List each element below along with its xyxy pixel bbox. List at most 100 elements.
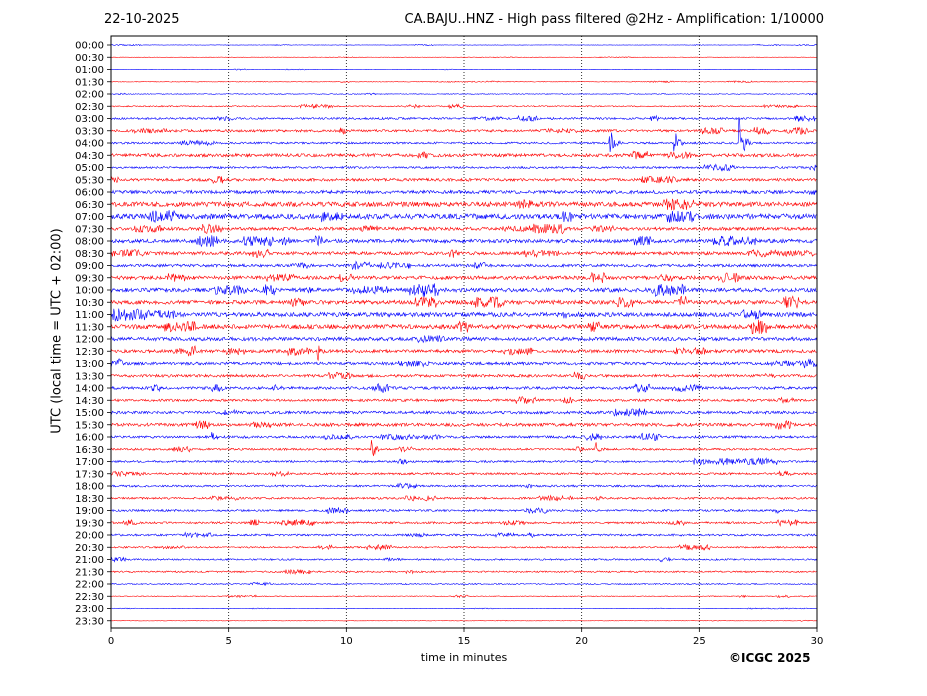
row-label-0330: 03:30: [75, 126, 104, 137]
row-label-2300: 23:00: [75, 604, 104, 615]
row-label-1330: 13:30: [75, 371, 104, 382]
trace-row-0630: [110, 198, 817, 211]
trace-row-0700: [110, 210, 817, 223]
row-label-0830: 08:30: [75, 249, 104, 260]
row-label-1630: 16:30: [75, 445, 104, 456]
x-tick-label-25: 25: [693, 636, 706, 647]
row-label-1830: 18:30: [75, 494, 104, 505]
row-label-0100: 01:00: [75, 65, 104, 76]
trace-row-0100: [110, 68, 817, 71]
trace-row-0230: [110, 103, 817, 110]
y-axis-label: UTC (local time = UTC + 02:00): [49, 228, 65, 434]
trace-row-1430: [110, 396, 817, 404]
x-tick-label-10: 10: [340, 636, 353, 647]
row-label-2100: 21:00: [75, 555, 104, 566]
row-label-2330: 23:30: [75, 616, 104, 627]
row-label-1800: 18:00: [75, 482, 104, 493]
x-tick-label-15: 15: [458, 636, 471, 647]
x-tick-label-30: 30: [811, 636, 824, 647]
trace-row-2330: [110, 619, 817, 622]
x-axis-ticks: 0 5 10 15 20 25 30: [108, 628, 824, 647]
row-label-1600: 16:00: [75, 433, 104, 444]
row-label-0630: 06:30: [75, 200, 104, 211]
trace-row-0500: [110, 163, 817, 172]
row-label-2200: 22:00: [75, 580, 104, 591]
x-tick-label-20: 20: [575, 636, 588, 647]
trace-row-0830: [110, 248, 817, 259]
row-label-0600: 06:00: [75, 188, 104, 199]
x-tick-label-5: 5: [225, 636, 231, 647]
row-label-1200: 12:00: [75, 335, 104, 346]
trace-row-0130: [110, 80, 817, 84]
trace-row-0330: [110, 126, 817, 135]
row-label-2030: 20:30: [75, 543, 104, 554]
row-label-2000: 20:00: [75, 531, 104, 542]
trace-row-1400: [110, 383, 817, 394]
row-label-1930: 19:30: [75, 518, 104, 529]
trace-row-2030: [110, 543, 817, 551]
copyright-text: ©ICGC 2025: [729, 651, 811, 665]
trace-row-1630: [110, 440, 817, 457]
trace-row-1200: [110, 334, 817, 344]
trace-row-0000: [110, 43, 817, 47]
x-tick-label-0: 0: [108, 636, 114, 647]
trace-row-0600: [110, 189, 817, 196]
row-label-1400: 14:00: [75, 384, 104, 395]
trace-row-0730: [110, 223, 817, 235]
trace-rows: [110, 43, 817, 622]
trace-row-0530: [110, 175, 817, 185]
trace-row-0400: [110, 117, 817, 153]
plot-frame: [110, 35, 818, 629]
row-label-1500: 15:00: [75, 408, 104, 419]
trace-row-1030: [110, 295, 817, 309]
row-label-0200: 02:00: [75, 90, 104, 101]
vertical-gridlines: [228, 36, 700, 628]
trace-row-2100: [110, 556, 817, 563]
x-axis-label: time in minutes: [420, 651, 508, 664]
row-label-0400: 04:00: [75, 139, 104, 150]
trace-row-1100: [110, 308, 817, 322]
row-label-0500: 05:00: [75, 163, 104, 174]
trace-row-1700: [110, 457, 817, 466]
row-label-1430: 14:30: [75, 396, 104, 407]
trace-row-2300: [110, 607, 817, 610]
trace-row-0800: [110, 235, 817, 248]
trace-row-2130: [110, 568, 817, 576]
row-label-0800: 08:00: [75, 237, 104, 248]
row-label-0530: 05:30: [75, 175, 104, 186]
trace-row-2230: [110, 594, 817, 599]
trace-row-1230: [110, 345, 817, 361]
trace-row-0030: [110, 56, 817, 59]
trace-row-1300: [110, 358, 817, 369]
trace-row-2000: [110, 531, 817, 539]
row-label-1530: 15:30: [75, 420, 104, 431]
trace-row-0300: [110, 114, 817, 123]
row-label-1100: 11:00: [75, 310, 104, 321]
trace-row-1730: [110, 470, 817, 478]
row-label-1900: 19:00: [75, 506, 104, 517]
row-label-1130: 11:30: [75, 322, 104, 333]
row-label-0730: 07:30: [75, 224, 104, 235]
row-label-0700: 07:00: [75, 212, 104, 223]
row-label-1700: 17:00: [75, 457, 104, 468]
trace-row-0930: [110, 271, 817, 283]
row-label-0030: 00:30: [75, 53, 104, 64]
row-label-0430: 04:30: [75, 151, 104, 162]
row-label-0230: 02:30: [75, 102, 104, 113]
row-label-0930: 09:30: [75, 273, 104, 284]
row-label-2130: 21:30: [75, 567, 104, 578]
trace-row-1930: [110, 518, 817, 527]
row-label-1300: 13:00: [75, 359, 104, 370]
row-label-1230: 12:30: [75, 347, 104, 358]
trace-row-0900: [110, 260, 817, 271]
trace-row-1600: [110, 431, 817, 441]
row-label-0900: 09:00: [75, 261, 104, 272]
trace-row-1130: [110, 319, 817, 335]
trace-row-1900: [110, 507, 817, 514]
row-label-1730: 17:30: [75, 469, 104, 480]
trace-row-1500: [110, 408, 817, 417]
chart-date: 22-10-2025: [104, 12, 180, 27]
trace-row-1000: [110, 283, 817, 298]
